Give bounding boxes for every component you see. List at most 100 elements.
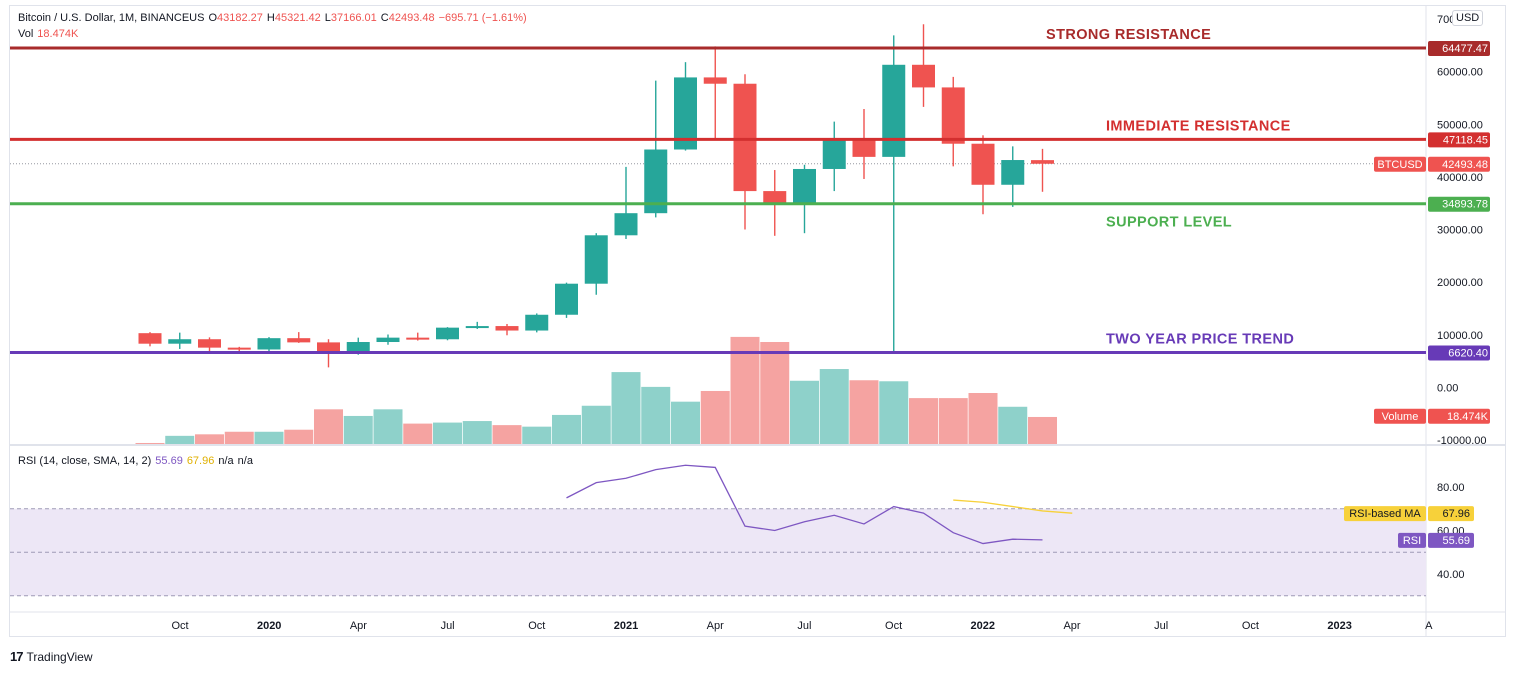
rsi-axis-tick: 40.00 (1437, 569, 1465, 581)
close-value: 42493.48 (388, 12, 435, 24)
symbol-tag (1374, 156, 1426, 172)
rsi-axis-tick: 80.00 (1437, 482, 1465, 494)
time-axis-tick: 2021 (614, 620, 638, 632)
candle-body (138, 333, 162, 344)
volume-bar (879, 381, 909, 444)
level-price-tag (1428, 41, 1490, 57)
price-axis-tick: 50000.00 (1437, 119, 1483, 131)
symbol-tag-text: BTCUSD (1377, 159, 1422, 171)
level-annotation: STRONG RESISTANCE (1046, 27, 1211, 43)
volume-bar (581, 405, 611, 444)
candle-body (227, 347, 251, 350)
volume-bar (968, 393, 998, 444)
low-label: L (324, 12, 331, 24)
volume-bar (373, 409, 403, 444)
rsi-ma-value-text: 67.96 (1442, 508, 1470, 520)
volume-bar (552, 414, 581, 444)
candle-body (882, 64, 906, 157)
volume-bar (760, 342, 790, 444)
price-tag (1428, 408, 1490, 424)
high-value: 45321.42 (274, 12, 321, 24)
level-price-tag (1428, 132, 1490, 148)
tradingview-brand: TradingView (26, 649, 93, 664)
volume-bar (254, 431, 284, 444)
level-annotation: IMMEDIATE RESISTANCE (1106, 118, 1291, 134)
rsi-title: RSI (14, close, SMA, 14, 2) (18, 455, 152, 467)
candle-body (971, 143, 995, 185)
symbol-tag-text: Volume (1382, 411, 1419, 423)
time-axis-tick: Apr (1063, 620, 1080, 632)
price-axis-tick: -10000.00 (1437, 435, 1487, 447)
currency-button[interactable]: USD (1452, 10, 1484, 26)
volume-bar (433, 422, 462, 444)
rsi-ma-line (953, 499, 1073, 514)
price-axis-tick: 40000.00 (1437, 172, 1483, 184)
rsi-name-text: RSI (1403, 535, 1421, 547)
volume-bar (700, 390, 730, 444)
symbol-title: Bitcoin / U.S. Dollar, 1M, BINANCEUS (18, 12, 205, 24)
vol-label: Vol (18, 28, 34, 40)
level-price-tag (1428, 345, 1490, 361)
rsi-line (566, 464, 1043, 545)
volume-bar (403, 423, 433, 444)
candle-body (912, 64, 935, 88)
candle-body (465, 326, 489, 329)
level-price-text: 34893.78 (1442, 199, 1488, 211)
candle-body (406, 337, 430, 340)
rsi-ma-name-text: RSI-based MA (1349, 508, 1421, 520)
volume-bar (998, 406, 1028, 444)
rsi-ma-legend-value: 67.96 (186, 455, 215, 467)
time-axis-tick: Oct (885, 620, 902, 632)
price-tag-text: 18.474K (1447, 411, 1489, 423)
volume-bar (938, 398, 968, 444)
candle-body (555, 283, 578, 315)
time-axis-tick: Apr (707, 620, 724, 632)
volume-bar (909, 398, 938, 444)
change-value: −695.71 (−1.61%) (438, 12, 527, 24)
rsi-ma-value-tag (1428, 506, 1474, 522)
volume-bar (819, 369, 849, 444)
candle-body (703, 77, 727, 84)
high-label: H (266, 12, 275, 24)
volume-bar (849, 380, 879, 444)
volume-bar (135, 442, 165, 444)
tradingview-mark-icon: 17 (10, 649, 24, 664)
time-axis-tick: 2022 (971, 620, 995, 632)
volume-bar (790, 380, 819, 444)
time-axis-tick: A (1425, 620, 1433, 632)
candle-body (763, 191, 787, 204)
low-value: 37166.01 (330, 12, 377, 24)
volume-bar (671, 401, 700, 444)
vol-value: 18.474K (37, 28, 79, 40)
price-tag (1428, 156, 1490, 172)
candle-body (198, 339, 221, 348)
candle-body (793, 168, 816, 204)
rsi-name-tag (1398, 532, 1426, 548)
level-price-tag (1428, 196, 1490, 212)
volume-bar (492, 425, 522, 444)
candle-body (644, 149, 668, 214)
rsi-value-tag (1428, 532, 1474, 548)
time-axis-tick: 2020 (257, 620, 281, 632)
candle-body (317, 342, 340, 354)
open-label: O (208, 12, 218, 24)
candle-body (584, 235, 608, 284)
rsi-legend-value: 55.69 (155, 455, 183, 467)
volume-bar (195, 434, 224, 444)
rsi-ma-name-tag (1344, 506, 1426, 522)
symbol-tag (1374, 408, 1426, 424)
volume-bar (641, 386, 671, 444)
time-axis-tick: Oct (1242, 620, 1259, 632)
rsi-na-2: n/a (237, 455, 253, 467)
time-axis-tick: 2023 (1327, 620, 1351, 632)
level-annotation: SUPPORT LEVEL (1106, 215, 1232, 231)
time-axis-tick: Jul (1154, 620, 1168, 632)
tradingview-logo[interactable]: 17 TradingView (10, 649, 93, 664)
price-axis-tick: 60000.00 (1437, 67, 1483, 79)
volume-bar (730, 336, 760, 444)
level-price-text: 6620.40 (1448, 348, 1488, 360)
time-axis-tick: Oct (528, 620, 545, 632)
time-axis-tick: Apr (350, 620, 367, 632)
volume-bar (314, 409, 343, 444)
